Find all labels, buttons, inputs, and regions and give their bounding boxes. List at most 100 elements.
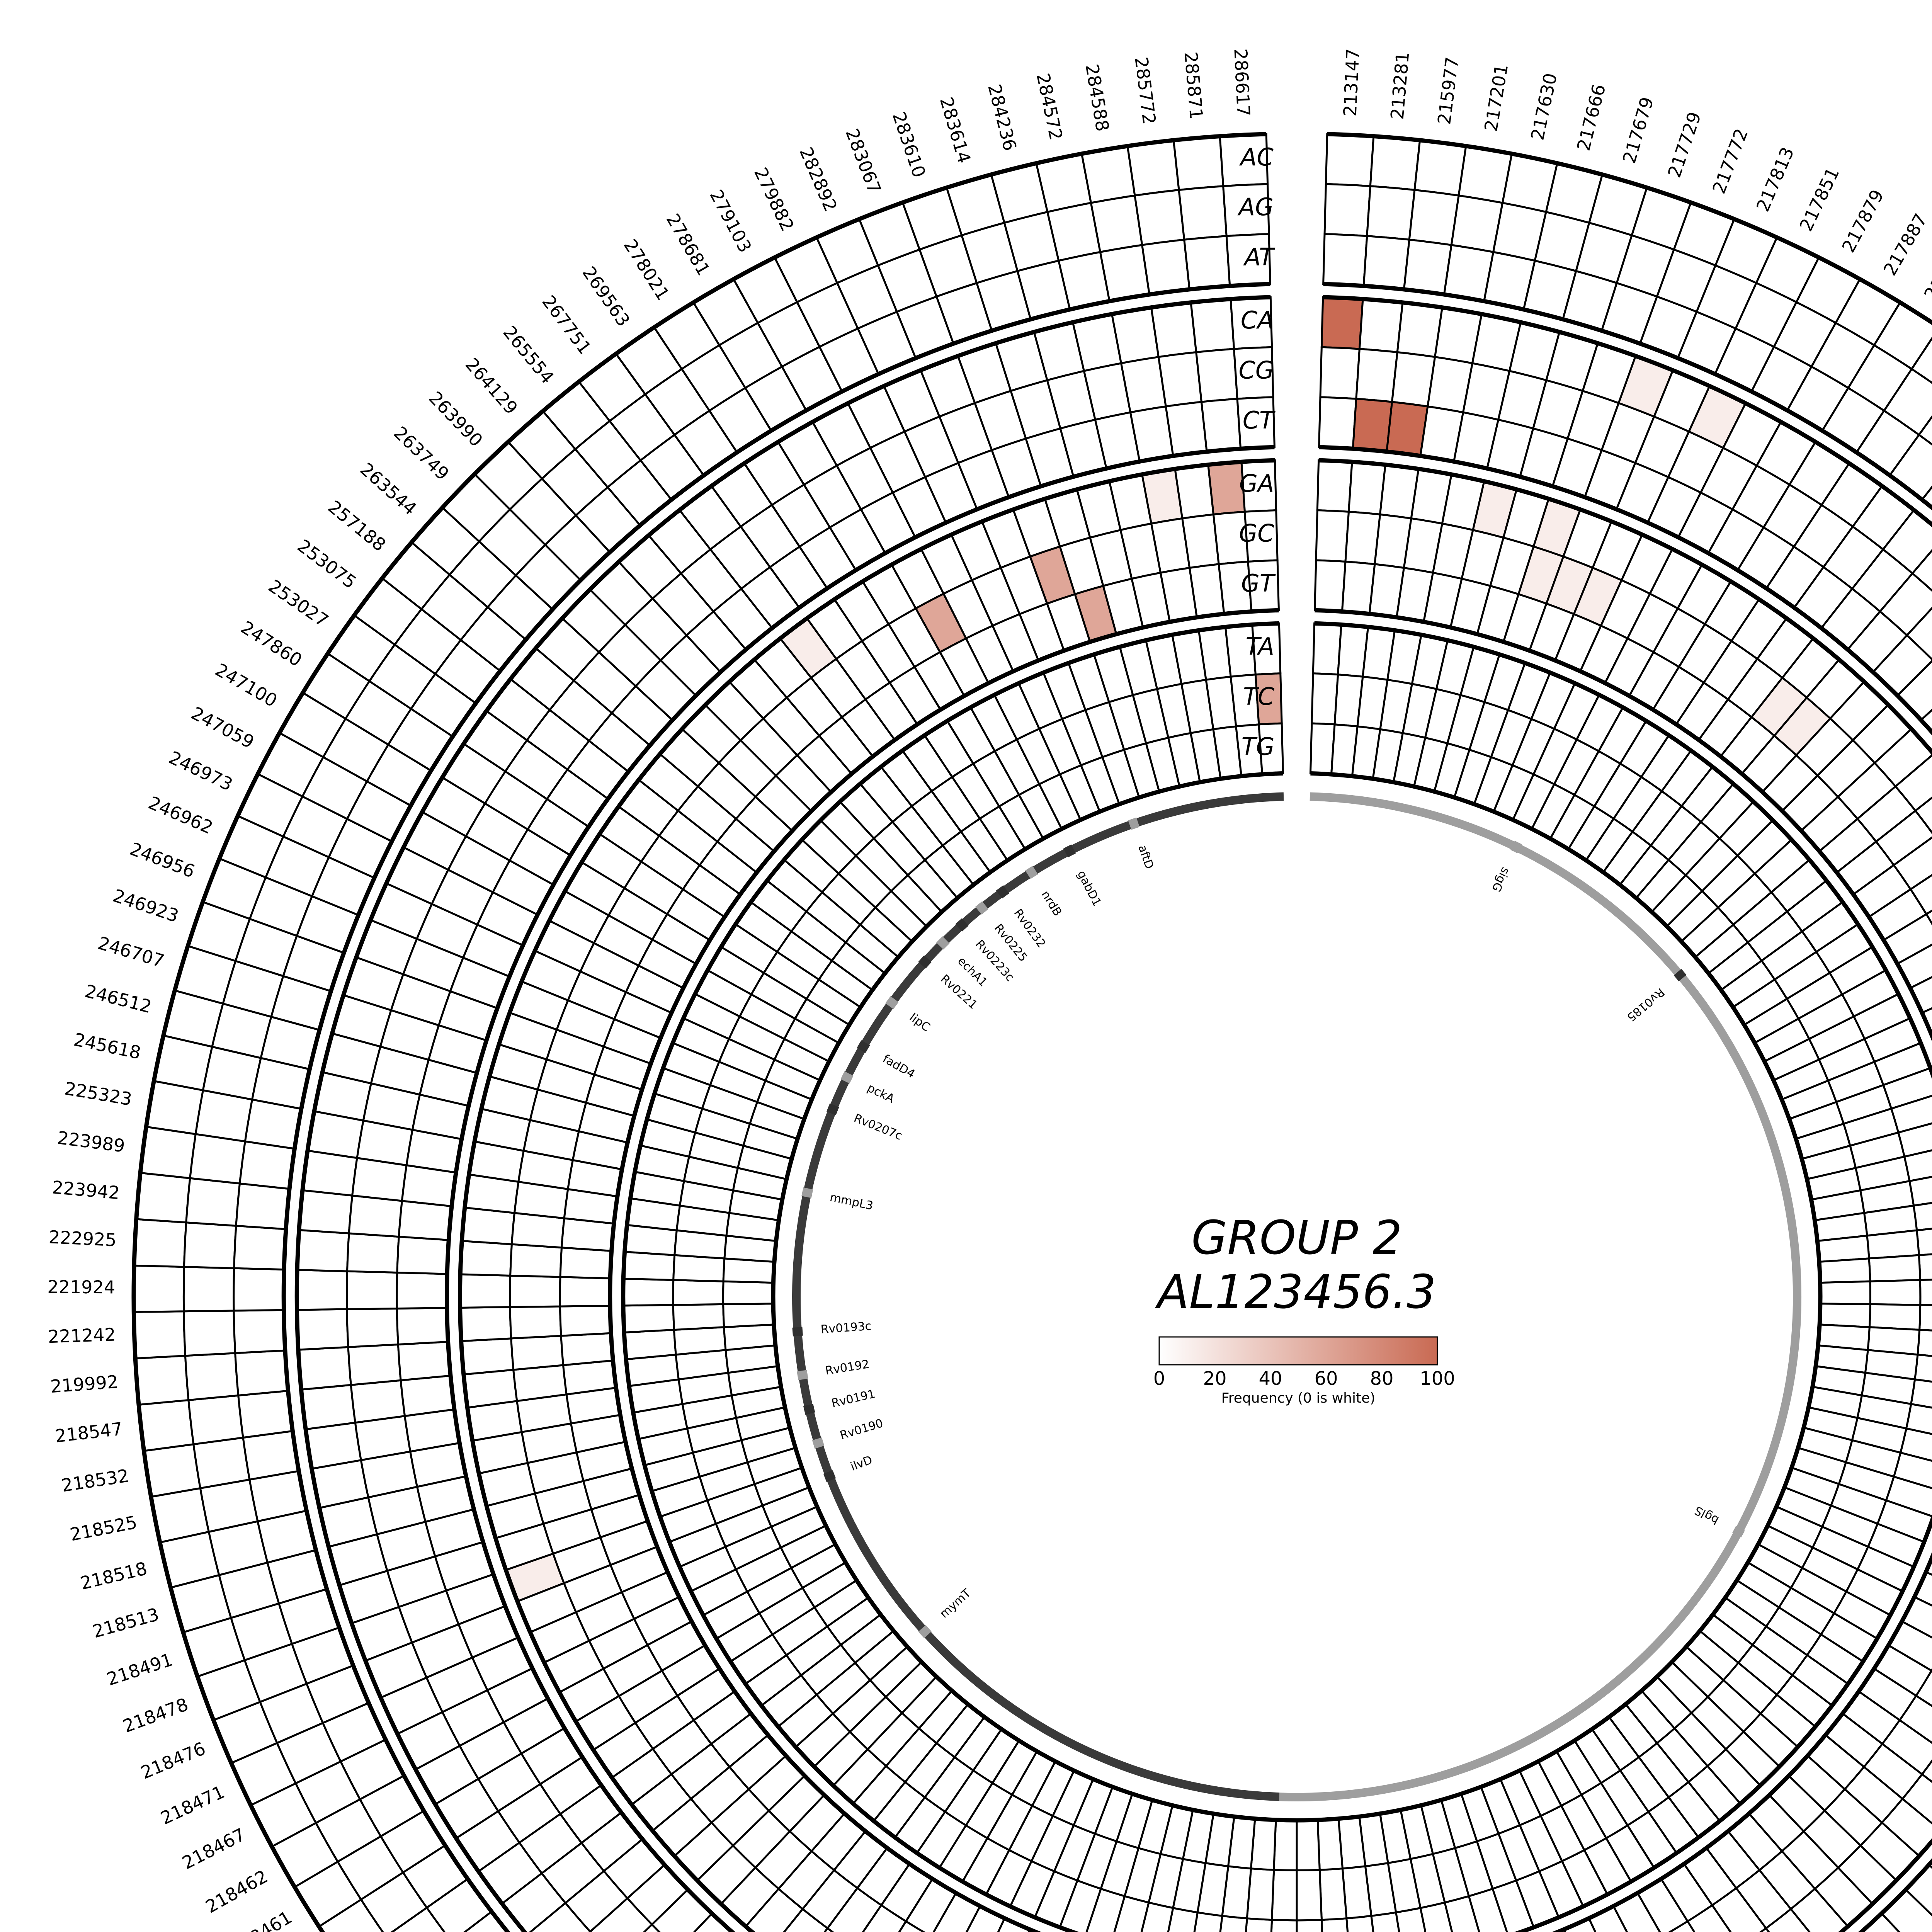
heatmap-cell bbox=[1270, 1869, 1298, 1922]
gene-marker bbox=[792, 1327, 803, 1337]
heatmap-cell bbox=[509, 1274, 561, 1308]
heatmap-cell bbox=[1919, 1279, 1932, 1306]
heatmap-cell bbox=[1866, 1229, 1920, 1260]
heatmap-cell bbox=[133, 1310, 187, 1360]
gene-marker bbox=[797, 1370, 808, 1380]
gene-marker bbox=[1025, 866, 1038, 879]
heatmap-cell bbox=[233, 1225, 287, 1271]
heatmap-cell bbox=[1355, 348, 1399, 403]
heatmap-cell bbox=[1178, 185, 1228, 241]
heatmap-cell bbox=[400, 1374, 456, 1417]
ring-boundary bbox=[131, 132, 1932, 1932]
colorbar-legend: 0 20 40 60 80 100 Frequency (0 is white) bbox=[1153, 1336, 1455, 1406]
heatmap-cell bbox=[1325, 133, 1375, 187]
heatmap-cell bbox=[347, 1343, 402, 1386]
heatmap-cell bbox=[133, 1264, 185, 1313]
heatmap-cell bbox=[1369, 135, 1421, 191]
heatmap-cell bbox=[298, 1189, 354, 1235]
position-label: 221242 bbox=[48, 1324, 116, 1347]
gene-marker bbox=[1732, 1526, 1745, 1538]
center-annotation: GROUP 2 AL123456.3 bbox=[1155, 1211, 1436, 1319]
heatmap-cell bbox=[1313, 559, 1347, 613]
ring-boundary bbox=[771, 771, 1823, 1823]
row-label-gc: GC bbox=[1239, 519, 1274, 548]
heatmap-cell bbox=[1318, 1867, 1348, 1921]
heatmap-cell bbox=[134, 1355, 190, 1406]
heatmap-cell bbox=[1296, 1869, 1323, 1922]
heatmap-cell bbox=[1869, 1279, 1922, 1306]
heatmap-cell bbox=[1200, 398, 1242, 453]
heatmap-cell bbox=[459, 1240, 513, 1277]
heatmap-cell bbox=[138, 1399, 195, 1452]
gene-marker bbox=[840, 1071, 854, 1084]
heatmap-cell bbox=[510, 1335, 565, 1371]
heatmap-cell bbox=[559, 1276, 611, 1308]
heatmap-cell bbox=[722, 1303, 775, 1328]
heatmap-cell bbox=[1918, 1304, 1932, 1332]
heatmap-cell bbox=[1818, 1257, 1871, 1284]
heatmap-cell bbox=[189, 1133, 247, 1185]
heatmap-cell bbox=[622, 1277, 675, 1307]
heatmap-cell bbox=[1126, 139, 1180, 197]
row-label-ag: AG bbox=[1237, 193, 1274, 221]
gene-marker bbox=[936, 936, 950, 950]
heatmap-cell bbox=[1174, 463, 1215, 520]
heatmap-cell bbox=[723, 1323, 777, 1351]
ring-separators bbox=[131, 132, 1932, 1932]
heatmap-cell bbox=[1868, 1254, 1921, 1282]
position-label: 286617 bbox=[1230, 48, 1254, 117]
row-label-gt: GT bbox=[1241, 569, 1276, 597]
gene-marker bbox=[1673, 969, 1687, 981]
ring-boundary bbox=[458, 458, 1932, 1932]
heatmap-cell bbox=[1413, 139, 1467, 197]
heatmap-cell bbox=[1172, 135, 1225, 191]
heatmap-cell bbox=[562, 1359, 617, 1396]
ring-boundary bbox=[294, 295, 1932, 1932]
heatmap-cell bbox=[509, 1305, 562, 1340]
gene-marker bbox=[996, 885, 1009, 899]
heatmap-cell bbox=[459, 1306, 512, 1342]
gene-arc-left bbox=[792, 792, 1284, 1801]
heatmap-cell bbox=[509, 1243, 563, 1278]
heatmap-cell bbox=[461, 1206, 516, 1245]
heatmap-cell bbox=[1296, 1819, 1321, 1871]
row-label-tg: TG bbox=[1242, 732, 1275, 760]
heatmap-cell bbox=[304, 1421, 362, 1470]
heatmap-cell bbox=[184, 1352, 240, 1401]
colorbar-tick-label: 0 bbox=[1153, 1368, 1165, 1389]
colorbar-tick-label: 20 bbox=[1203, 1368, 1226, 1389]
heatmap-cell bbox=[1181, 513, 1220, 569]
heatmap-cell bbox=[397, 1340, 452, 1381]
heatmap-cell bbox=[1319, 346, 1361, 400]
gene-marker bbox=[803, 1404, 815, 1415]
heatmap-cell bbox=[143, 1443, 202, 1498]
heatmap-cell bbox=[396, 1307, 449, 1346]
heatmap-cell bbox=[1323, 183, 1371, 237]
heatmap-cell bbox=[135, 1172, 191, 1224]
heatmap-cell bbox=[1816, 1235, 1870, 1263]
heatmap-cell bbox=[348, 1194, 403, 1238]
heatmap-cell bbox=[1316, 1817, 1344, 1871]
colorbar-tick-label: 80 bbox=[1370, 1368, 1393, 1389]
heatmap-cell bbox=[1868, 1303, 1922, 1331]
heatmap-cell bbox=[296, 1308, 349, 1351]
ring-boundary bbox=[281, 282, 1932, 1932]
gene-marker bbox=[823, 1470, 836, 1482]
heatmap-cell bbox=[672, 1303, 725, 1331]
colorbar-tick-label: 100 bbox=[1420, 1368, 1455, 1389]
row-label-ta: TA bbox=[1245, 633, 1274, 661]
heatmap-cell bbox=[672, 1254, 726, 1282]
heatmap-cell bbox=[559, 1304, 612, 1337]
heatmap-cell bbox=[722, 1280, 775, 1305]
heatmap-cell bbox=[622, 1304, 675, 1334]
gene-marker bbox=[955, 918, 969, 932]
colorbar-gradient bbox=[1158, 1336, 1438, 1366]
position-label: 213147 bbox=[1340, 48, 1364, 117]
row-labels: AC AG AT CA CG CT GA GC GT TA TC TG bbox=[1237, 143, 1276, 761]
heatmap-cell bbox=[350, 1379, 406, 1424]
gene-marker bbox=[812, 1437, 825, 1449]
position-label: 221924 bbox=[47, 1276, 115, 1298]
heatmap-cell bbox=[1322, 233, 1368, 287]
heatmap-cell bbox=[1819, 1280, 1871, 1305]
